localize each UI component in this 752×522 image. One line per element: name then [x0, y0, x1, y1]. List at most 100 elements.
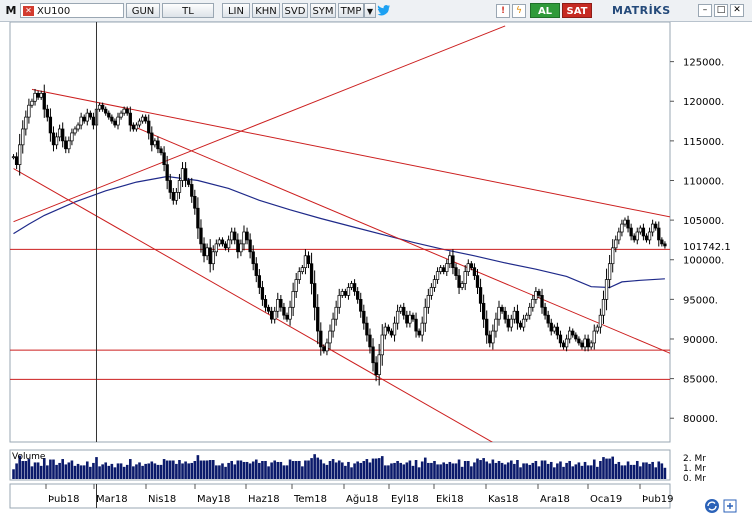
volume-bar [251, 461, 255, 479]
candle-body [254, 263, 258, 276]
candle-body [300, 267, 305, 272]
candle-body [156, 140, 160, 150]
candle-body [279, 299, 283, 308]
candle-body [620, 223, 624, 233]
volume-bar [374, 458, 378, 479]
candle-body [291, 291, 295, 308]
sym-button[interactable]: SYM [310, 3, 336, 18]
volume-bar [457, 459, 461, 479]
volume-bar [104, 462, 108, 479]
symbol-input[interactable]: ✕ XU100 [20, 3, 124, 18]
candle-body [91, 116, 96, 126]
candle-body [30, 100, 34, 106]
template-button[interactable]: TMP [338, 3, 364, 18]
volume-bar [485, 461, 489, 479]
linear-scale-button[interactable]: LIN [222, 3, 250, 18]
candle-body [313, 283, 317, 308]
volume-bar [549, 461, 553, 479]
volume-bar [482, 458, 485, 479]
volume-bar [516, 460, 519, 479]
sell-button[interactable]: SAT [562, 3, 592, 18]
candle-body [362, 310, 366, 324]
refresh-icon[interactable] [700, 496, 740, 516]
volume-bar [362, 460, 366, 479]
lightning-icon[interactable]: ϟ [512, 4, 526, 18]
candle-body [82, 116, 86, 122]
volume-tick-label: 0. Mr [683, 474, 706, 484]
y-tick-label: 115000. [683, 137, 724, 148]
volume-bar [546, 463, 550, 479]
candle-body [119, 112, 123, 118]
volume-bar [632, 464, 636, 479]
close-icon[interactable]: ✕ [730, 4, 744, 17]
volume-bar [233, 464, 237, 479]
x-tick-label: Haz18 [248, 494, 280, 505]
candle-body [481, 302, 486, 320]
volume-bar [635, 460, 639, 479]
volume-bar [463, 460, 467, 479]
volume-bar [417, 467, 421, 479]
volume-bar [82, 465, 86, 479]
period-button[interactable]: GUN [126, 3, 160, 18]
volume-bar [92, 462, 95, 479]
candle-body [546, 314, 550, 324]
x-tick-label: Eyl18 [391, 494, 419, 505]
candle-body [110, 116, 114, 122]
volume-bar [110, 463, 114, 479]
candle-body [395, 310, 400, 324]
candle-body [515, 310, 520, 324]
candle-body [88, 112, 93, 118]
volume-bar [18, 455, 21, 479]
volume-bar [660, 463, 664, 479]
volume-bar [181, 463, 184, 479]
trendline [13, 25, 506, 223]
candle-body [352, 283, 357, 292]
volume-bar [411, 465, 415, 479]
candle-body [568, 330, 572, 340]
candle-body [491, 330, 495, 344]
buy-button[interactable]: AL [530, 3, 560, 18]
volume-bar [190, 462, 194, 479]
volume-bar [291, 461, 295, 479]
candle-body [245, 231, 249, 241]
candle-body [33, 92, 37, 102]
volume-bar [451, 463, 455, 479]
candle-body [457, 275, 461, 288]
volume-bar [473, 462, 476, 479]
volume-bar [67, 462, 71, 479]
volume-bar [534, 460, 538, 479]
volume-bar [371, 458, 375, 479]
currency-button[interactable]: TL [162, 3, 214, 18]
khn-button[interactable]: KHN [252, 3, 280, 18]
volume-bar [651, 461, 654, 479]
candle-body [21, 128, 25, 146]
volume-bar [107, 465, 111, 479]
candle-body [494, 318, 498, 332]
candle-body [601, 299, 606, 316]
volume-bar [30, 466, 34, 479]
clear-symbol-icon[interactable]: ✕ [23, 6, 34, 16]
maximize-icon[interactable]: □ [714, 4, 728, 17]
candle-body [165, 164, 169, 181]
candle-body [460, 283, 464, 288]
candle-body [18, 144, 22, 165]
candle-body [368, 334, 372, 348]
volume-bar [623, 465, 627, 479]
twitter-icon[interactable] [377, 4, 391, 17]
volume-bar [162, 459, 166, 479]
alert-icon[interactable]: ! [496, 4, 510, 18]
template-dropdown-icon[interactable]: ▼ [364, 3, 376, 18]
y-axis: 80000. 85000. 90000. 95000. 100000. 105000. 11… [670, 58, 731, 425]
volume-bar [328, 460, 332, 479]
volume-bar [427, 462, 430, 479]
candle-body [174, 192, 179, 201]
minimize-icon[interactable]: – [698, 4, 712, 17]
volume-bar [208, 460, 212, 479]
svd-button[interactable]: SVD [282, 3, 308, 18]
candle-body [177, 180, 182, 193]
candle-body [660, 239, 664, 245]
price-chart[interactable]: 80000. 85000. 90000. 95000. 100000. 105000. 11… [0, 22, 752, 522]
y-tick-label: 110000. [683, 176, 724, 187]
candle-body [521, 318, 526, 328]
candle-body [39, 92, 43, 98]
